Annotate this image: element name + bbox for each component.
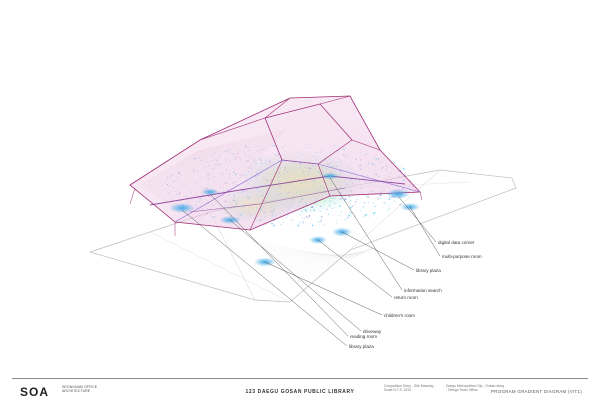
- program-node: [386, 189, 410, 199]
- label-childrens-room: children's room: [384, 313, 415, 318]
- label-library-plaza-upper: library plaza: [416, 268, 441, 273]
- label-library-plaza-lower: library plaza: [349, 344, 374, 349]
- roof-hatch: [139, 128, 287, 223]
- label-return-room: return room: [394, 295, 418, 300]
- program-node: [201, 188, 219, 196]
- program-node: [169, 203, 195, 213]
- program-node: [321, 172, 339, 180]
- leader-line: [397, 195, 437, 243]
- leader-line: [409, 206, 441, 257]
- label-multi-purpose-room: multi-purpose room: [442, 254, 482, 259]
- project-address: Daegu Metropolitan City - Gosan-dong - D…: [446, 384, 505, 393]
- label-reading-room: reading room: [350, 334, 377, 339]
- roof-canopy: [129, 95, 423, 236]
- leader-line: [317, 239, 393, 298]
- office-logo: SOA: [20, 385, 50, 399]
- title-block: SOA seongnam office architecture 123 DAE…: [12, 378, 588, 405]
- leader-lines: digital data corner multi-purpose room l…: [181, 177, 482, 349]
- label-driveway: driveway: [363, 329, 382, 334]
- sheet-title: PROGRAM GRADIENT DIAGRAM (VIT1): [491, 389, 582, 394]
- project-title: 123 DAEGU GOSAN PUBLIC LIBRARY: [245, 389, 355, 395]
- base-hatch: [249, 239, 378, 286]
- office-name: seongnam office architecture: [62, 385, 98, 394]
- leader-line: [341, 231, 415, 271]
- leader-line: [181, 209, 348, 347]
- leader-line: [329, 177, 403, 291]
- leader-line: [229, 219, 362, 332]
- label-information-search: information search: [404, 288, 442, 293]
- project-note: Competition Entry - Site Massing - Scale…: [384, 384, 436, 393]
- label-digital-data-corner: digital data corner: [438, 240, 475, 245]
- leader-line: [209, 193, 349, 337]
- program-nodes: [169, 172, 420, 267]
